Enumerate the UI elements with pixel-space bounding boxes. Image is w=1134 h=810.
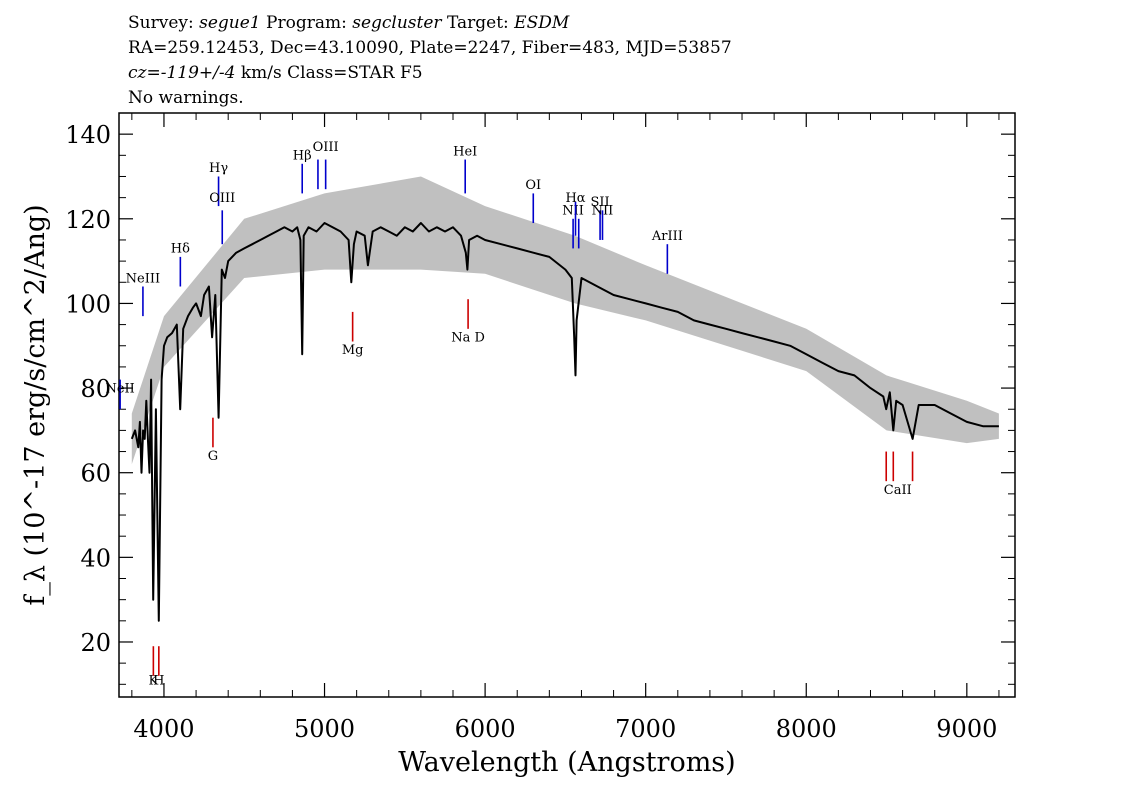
line-label: NeII [105, 381, 134, 396]
header-line-1: Survey: segue1 Program: segcluster Targe… [128, 12, 569, 34]
survey-label: Survey: [128, 13, 194, 33]
x-tick-label: 9000 [936, 715, 997, 743]
x-tick-label: 4000 [133, 715, 194, 743]
target-value: ESDM [514, 13, 570, 33]
x-tick-label: 7000 [615, 715, 676, 743]
axis-ticks-group: 4000 5000 6000 7000 8000 9000 20 40 60 80 100 120 14… [65, 112, 1015, 743]
y-tick-label: 120 [65, 206, 111, 234]
y-tick-label: 60 [80, 460, 111, 488]
survey-value: segue1 [199, 13, 261, 33]
line-label: NII [562, 204, 584, 219]
line-label: CaII [884, 483, 912, 498]
program-label: Program: [266, 13, 347, 33]
line-label: Hδ [171, 242, 190, 257]
x-tick-label: 6000 [455, 715, 516, 743]
header-line-2: RA=259.12453, Dec=43.10090, Plate=2247, … [128, 38, 732, 58]
line-label: G [208, 449, 218, 464]
line-label: OIII [313, 140, 339, 155]
target-label: Target: [446, 13, 509, 33]
line-label: K [149, 673, 159, 688]
error-band-group [131, 176, 999, 465]
program-value: segcluster [352, 13, 442, 33]
line-label: H [153, 673, 164, 688]
header-line-3: cz=-119+/-4 km/s Class=STAR F5 [128, 62, 423, 84]
y-tick-label: 20 [80, 629, 111, 657]
error-band [131, 176, 999, 465]
line-label: Na D [451, 331, 485, 346]
line-label: Hγ [209, 161, 228, 176]
plot-frame [118, 112, 1016, 698]
header-line-4: No warnings. [128, 88, 244, 108]
line-label: NII [592, 204, 614, 219]
line-label: NeIII [126, 271, 160, 286]
y-tick-label: 40 [80, 544, 111, 572]
y-tick-label: 80 [80, 375, 111, 403]
line-label: OI [525, 178, 541, 193]
spectrum-group [130, 222, 999, 622]
cz-class: km/s Class=STAR F5 [235, 63, 423, 83]
cz-label: cz= [128, 63, 161, 83]
y-axis-title: f_λ (10^-17 erg/s/cm^2/Ang) [20, 204, 51, 605]
line-label: ArIII [651, 229, 683, 244]
line-label: Mg [342, 343, 364, 358]
line-label: Hβ [293, 149, 312, 164]
y-tick-label: 140 [65, 121, 111, 149]
x-tick-label: 5000 [294, 715, 355, 743]
x-tick-label: 8000 [776, 715, 837, 743]
line-label: HeI [453, 144, 477, 159]
cz-value: -119+/-4 [160, 63, 236, 83]
y-tick-label: 100 [65, 290, 111, 318]
line-label: Hα [565, 191, 585, 206]
spectrum-line [130, 222, 999, 622]
x-axis-title: Wavelength (Angstroms) [398, 747, 735, 778]
line-label: SII [590, 195, 609, 210]
line-label: OIII [209, 191, 235, 206]
